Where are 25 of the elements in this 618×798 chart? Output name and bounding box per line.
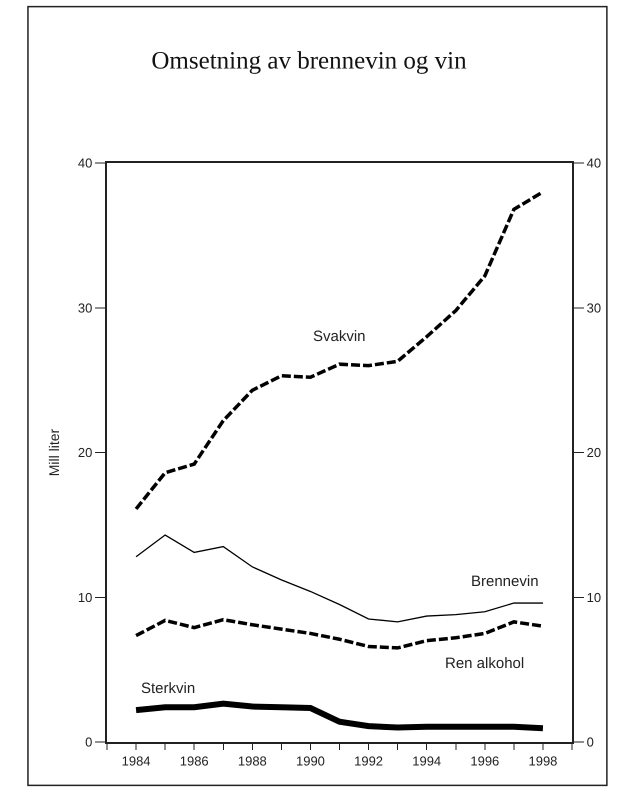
series-label: Ren alkohol	[445, 655, 524, 672]
x-tick-label: 1998	[528, 754, 558, 769]
x-tick-label: 1984	[122, 754, 151, 769]
series-label: Brennevin	[471, 573, 539, 590]
y2-tick-label: 20	[586, 445, 602, 460]
y2-tick-label: 10	[586, 590, 602, 605]
x-tick-label: 1994	[412, 754, 442, 769]
x-tick-label: 1988	[238, 754, 267, 769]
x-tick-label: 1992	[354, 754, 384, 769]
x-tick-label: 1986	[180, 754, 209, 769]
y2-tick-label: 30	[586, 300, 602, 316]
series-label: Sterkvin	[141, 680, 196, 697]
y-tick-label: 40	[78, 156, 92, 171]
y-tick-label: 30	[78, 300, 92, 316]
y2-tick-label: 40	[586, 156, 602, 171]
x-tick-label: 1996	[470, 754, 500, 769]
y-axis-title: Mill liter	[46, 428, 62, 476]
chart-title: Omsetning av brennevin og vin	[151, 48, 468, 75]
x-tick-label: 1990	[296, 754, 325, 769]
line-series	[135, 534, 544, 623]
series-label: Svakvin	[313, 328, 366, 345]
y2-tick-label: 0	[586, 734, 594, 750]
y-tick-label: 10	[78, 590, 92, 605]
y-tick-label: 0	[85, 734, 92, 750]
y-tick-label: 20	[78, 445, 92, 460]
